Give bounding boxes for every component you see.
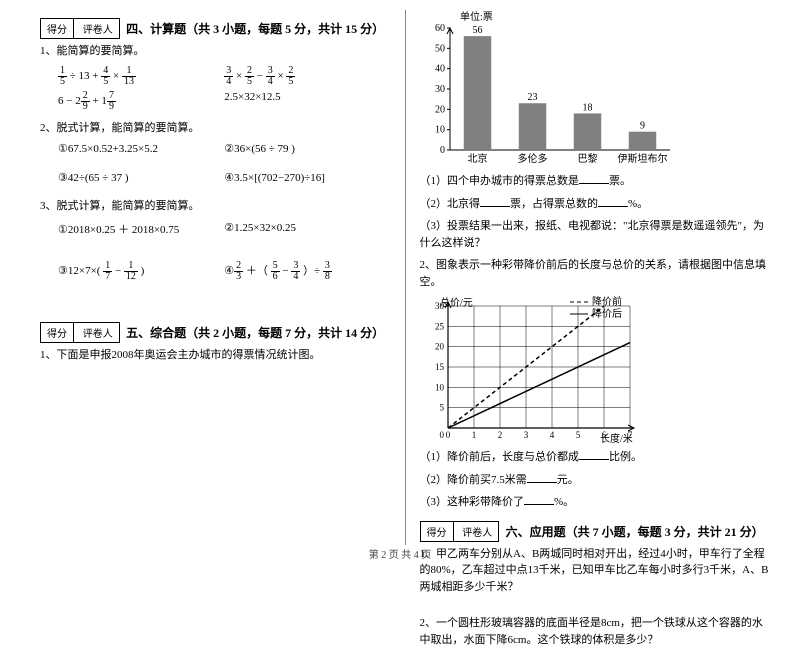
svg-text:50: 50: [435, 43, 445, 54]
q2-row1: ①67.5×0.52+3.25×5.2 ②36×(56 ÷ 79 ): [40, 142, 391, 155]
section5-title: 五、综合题（共 2 小题，每题 7 分，共计 14 分）: [120, 324, 391, 341]
left-column: 得分 评卷人 四、计算题（共 3 小题，每题 5 分，共计 15 分） 1、能简…: [30, 10, 401, 545]
svg-text:0: 0: [439, 430, 444, 440]
score-label-5: 得分: [41, 323, 74, 342]
score-box-5: 得分 评卷人: [40, 322, 120, 343]
svg-text:5: 5: [575, 430, 580, 440]
score-label-6: 得分: [421, 522, 454, 541]
svg-text:30: 30: [435, 84, 445, 95]
line-chart: 01234567510152025300总价/元长度/米降价前降价后: [420, 296, 771, 449]
q3-row1: ①2018×0.25 ＋ 2018×0.75 ②1.25×32×0.25: [40, 221, 391, 237]
q3b: ②1.25×32×0.25: [224, 221, 390, 237]
section4-title: 四、计算题（共 3 小题，每题 5 分，共计 15 分）: [120, 20, 391, 37]
q2-label: 2、脱式计算，能简算的要简算。: [40, 120, 391, 137]
q3-row2: ③12×7×( 17 − 112 ) ④23 ＋（ 56 − 34 ）÷ 38: [40, 261, 391, 282]
svg-text:25: 25: [435, 321, 445, 331]
svg-text:3: 3: [523, 430, 528, 440]
q1-row1: 15 ÷ 13 + 45 × 113 34 × 25 − 34 × 25: [40, 66, 391, 87]
line-f2: （2）降价前买7.5米需元。: [420, 472, 771, 489]
column-divider: [405, 10, 406, 545]
svg-text:总价/元: 总价/元: [440, 296, 473, 309]
svg-text:20: 20: [435, 342, 445, 352]
svg-text:北京: 北京: [467, 152, 487, 165]
s6-q2: 2、一个圆柱形玻璃容器的底面半径是8cm，把一个铁球从这个容器的水中取出，水面下…: [420, 615, 771, 648]
bar-f3: （3）投票结果一出来，报纸、电视都说："北京得票是数遥遥领先"，为什么这样说？: [420, 218, 771, 251]
svg-text:4: 4: [549, 430, 554, 440]
q2c: ③42÷(65 ÷ 37 ): [58, 171, 224, 184]
q3d: ④23 ＋（ 56 − 34 ）÷ 38: [224, 261, 390, 282]
q1-label: 1、能简算的要简算。: [40, 43, 391, 60]
svg-text:23: 23: [527, 92, 537, 103]
q2-row2: ③42÷(65 ÷ 37 ) ④3.5×[(702−270)÷16]: [40, 171, 391, 184]
q3-label: 3、脱式计算，能简算的要简算。: [40, 198, 391, 215]
svg-text:长度/米: 长度/米: [600, 432, 633, 445]
grader-label-6: 评卷人: [456, 522, 498, 541]
section5-header: 得分 评卷人 五、综合题（共 2 小题，每题 7 分，共计 14 分）: [40, 322, 391, 347]
q2b: ②36×(56 ÷ 79 ): [224, 142, 390, 155]
q1d: 2.5×32×12.5: [224, 91, 390, 112]
section4-header: 得分 评卷人 四、计算题（共 3 小题，每题 5 分，共计 15 分）: [40, 18, 391, 43]
section6-title: 六、应用题（共 7 小题，每题 3 分，共计 21 分）: [499, 523, 770, 540]
svg-text:18: 18: [582, 102, 592, 113]
svg-text:15: 15: [435, 362, 445, 372]
bar-f2: （2）北京得票，占得票总数的%。: [420, 196, 771, 213]
bar-chart: 单位:票 0 10 20 30 40 50 60 56 北京 23 多伦多 18 巴黎 9 伊斯坦布尔: [420, 10, 771, 173]
q3c: ③12×7×( 17 − 112 ): [58, 261, 224, 282]
q3a: ①2018×0.25 ＋ 2018×0.75: [58, 221, 224, 237]
score-box-6: 得分 评卷人: [420, 521, 500, 542]
svg-text:降价后: 降价后: [592, 307, 622, 320]
line-intro: 2、图象表示一种彩带降价前后的长度与总价的关系，请根据图中信息填空。: [420, 257, 771, 290]
section6-header: 得分 评卷人 六、应用题（共 7 小题，每题 3 分，共计 21 分）: [420, 521, 771, 546]
svg-text:伊斯坦布尔: 伊斯坦布尔: [617, 152, 667, 165]
right-column: 单位:票010203040506056北京23多伦多18巴黎9伊斯坦布尔 （1）…: [410, 10, 781, 545]
page: 得分 评卷人 四、计算题（共 3 小题，每题 5 分，共计 15 分） 1、能简…: [0, 0, 800, 545]
s5-q1: 1、下面是申报2008年奥运会主办城市的得票情况统计图。: [40, 347, 391, 364]
svg-text:多伦多: 多伦多: [517, 152, 547, 165]
q1-row2: 6 − 229 + 179 2.5×32×12.5: [40, 91, 391, 112]
svg-text:0: 0: [445, 430, 450, 440]
svg-text:10: 10: [435, 382, 445, 392]
svg-text:0: 0: [440, 145, 445, 156]
line-f1: （1）降价前后，长度与总价都成比例。: [420, 449, 771, 466]
page-footer: 第 2 页 共 4 页: [0, 546, 800, 561]
svg-text:巴黎: 巴黎: [577, 152, 597, 165]
q1a: 15 ÷ 13 + 45 × 113: [58, 66, 224, 87]
svg-text:40: 40: [435, 64, 445, 75]
svg-text:9: 9: [640, 121, 645, 132]
svg-text:1: 1: [471, 430, 476, 440]
svg-text:降价前: 降价前: [592, 296, 622, 308]
q1c: 6 − 229 + 179: [58, 91, 224, 112]
score-box: 得分 评卷人: [40, 18, 120, 39]
svg-text:60: 60: [435, 23, 445, 34]
grader-label: 评卷人: [77, 19, 119, 38]
svg-text:单位:票: 单位:票: [460, 10, 493, 23]
score-label: 得分: [41, 19, 74, 38]
svg-text:20: 20: [435, 104, 445, 115]
svg-text:10: 10: [435, 125, 445, 136]
grader-label-5: 评卷人: [77, 323, 119, 342]
q2d: ④3.5×[(702−270)÷16]: [224, 171, 390, 184]
svg-text:2: 2: [497, 430, 502, 440]
line-f3: （3）这种彩带降价了%。: [420, 494, 771, 511]
svg-text:56: 56: [472, 25, 482, 36]
svg-text:5: 5: [439, 403, 444, 413]
bar-f1: （1）四个申办城市的得票总数是票。: [420, 173, 771, 190]
q1b: 34 × 25 − 34 × 25: [224, 66, 390, 87]
q2a: ①67.5×0.52+3.25×5.2: [58, 142, 224, 155]
